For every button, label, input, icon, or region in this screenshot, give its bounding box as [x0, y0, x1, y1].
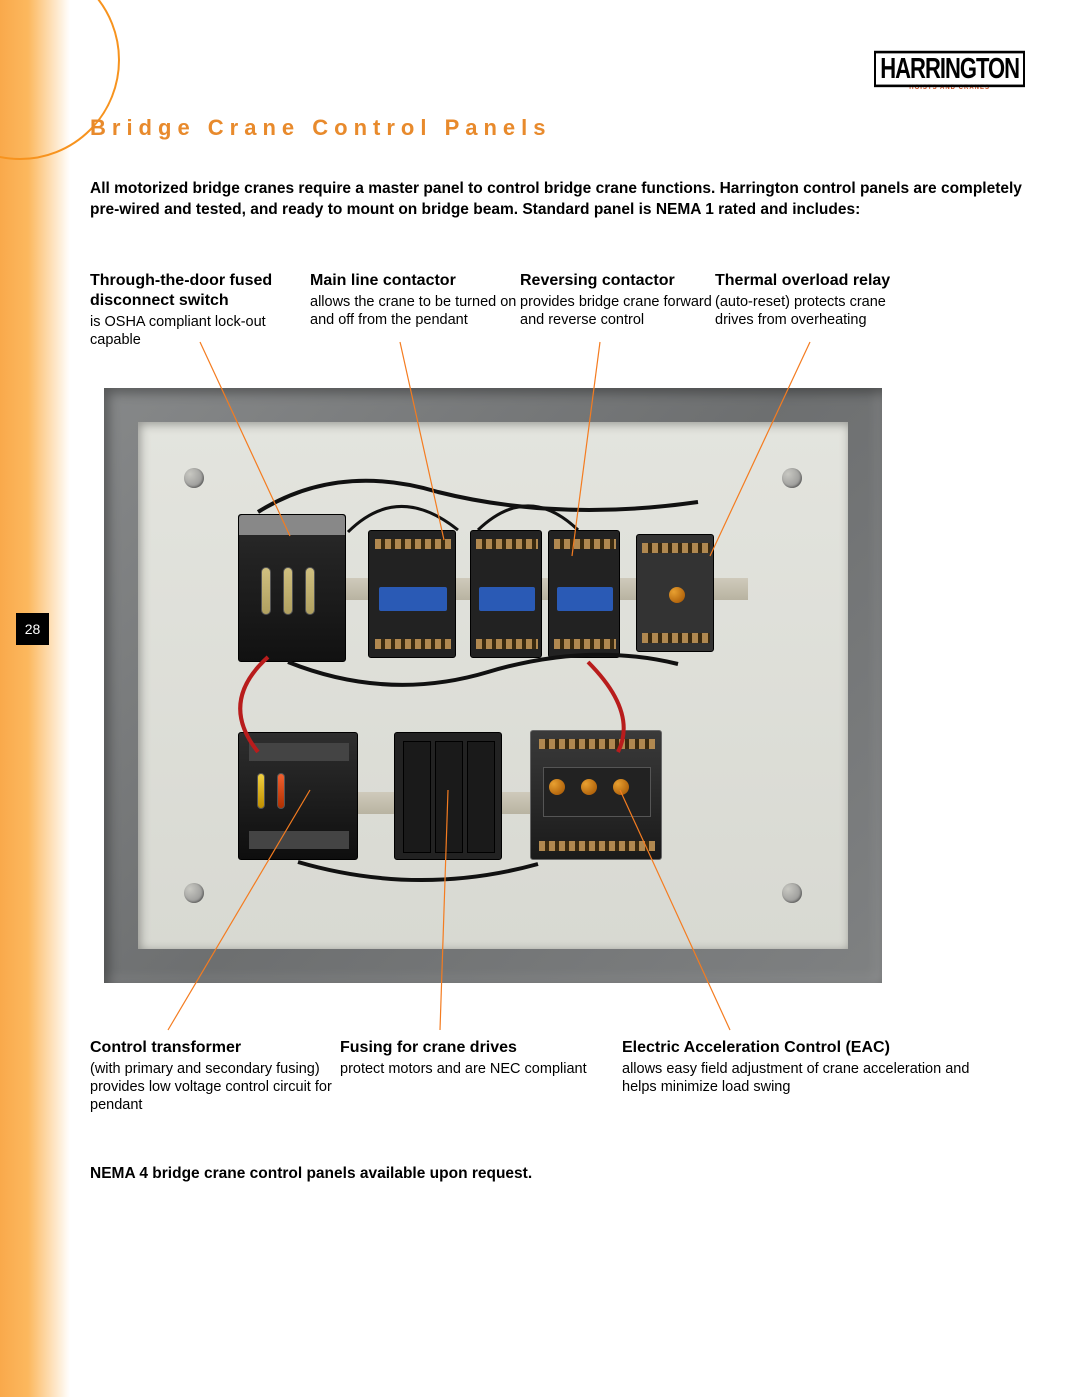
callout-desc: (with primary and secondary fusing) prov…	[90, 1060, 340, 1114]
wiring	[138, 422, 848, 949]
callout-title: Fusing for crane drives	[340, 1038, 622, 1058]
brand-logo: HARRINGTON HOISTS AND CRANES	[874, 55, 1025, 91]
screw-icon	[782, 883, 802, 903]
footer-note: NEMA 4 bridge crane control panels avail…	[90, 1165, 532, 1183]
fuse-block	[394, 732, 502, 860]
side-gradient	[0, 0, 70, 1397]
callout-title: Electric Acceleration Control (EAC)	[622, 1038, 982, 1058]
panel-backplate	[138, 422, 848, 949]
callout-thermal-overload: Thermal overload relay (auto-reset) prot…	[715, 271, 915, 349]
screw-icon	[782, 468, 802, 488]
eac-module	[530, 730, 662, 860]
callout-control-transformer: Control transformer (with primary and se…	[90, 1038, 340, 1114]
bottom-callouts: Control transformer (with primary and se…	[90, 1038, 1030, 1114]
screw-icon	[184, 468, 204, 488]
callout-reversing-contactor: Reversing contactor provides bridge cran…	[520, 271, 715, 349]
reversing-contactor	[470, 530, 542, 658]
callout-eac: Electric Acceleration Control (EAC) allo…	[622, 1038, 982, 1114]
callout-desc: is OSHA compliant lock-out capable	[90, 313, 310, 349]
brand-name: HARRINGTON	[874, 51, 1025, 88]
callout-desc: protect motors and are NEC compliant	[340, 1060, 622, 1078]
callout-fusing: Fusing for crane drives protect motors a…	[340, 1038, 622, 1114]
callout-title: Thermal overload relay	[715, 271, 915, 291]
page-number: 28	[16, 613, 49, 645]
callout-title: Through-the-door fused disconnect switch	[90, 271, 310, 311]
page-title: Bridge Crane Control Panels	[90, 115, 1030, 141]
callout-desc: (auto-reset) protects crane drives from …	[715, 293, 915, 329]
top-callouts: Through-the-door fused disconnect switch…	[90, 271, 1030, 349]
disconnect-switch	[238, 514, 346, 662]
content-area: Bridge Crane Control Panels All motorize…	[90, 115, 1030, 399]
main-line-contactor	[368, 530, 456, 658]
callout-desc: allows easy field adjustment of crane ac…	[622, 1060, 982, 1096]
callout-desc: allows the crane to be turned on and off…	[310, 293, 520, 329]
screw-icon	[184, 883, 204, 903]
callout-title: Control transformer	[90, 1038, 340, 1058]
callout-title: Reversing contactor	[520, 271, 715, 291]
intro-paragraph: All motorized bridge cranes require a ma…	[90, 179, 1030, 221]
callout-desc: provides bridge crane forward and revers…	[520, 293, 715, 329]
control-transformer	[238, 732, 358, 860]
callout-disconnect-switch: Through-the-door fused disconnect switch…	[90, 271, 310, 349]
thermal-overload-relay	[636, 534, 714, 652]
control-panel-photo	[104, 388, 882, 983]
panel-enclosure	[104, 388, 882, 983]
reversing-contactor	[548, 530, 620, 658]
callout-main-contactor: Main line contactor allows the crane to …	[310, 271, 520, 349]
callout-title: Main line contactor	[310, 271, 520, 291]
